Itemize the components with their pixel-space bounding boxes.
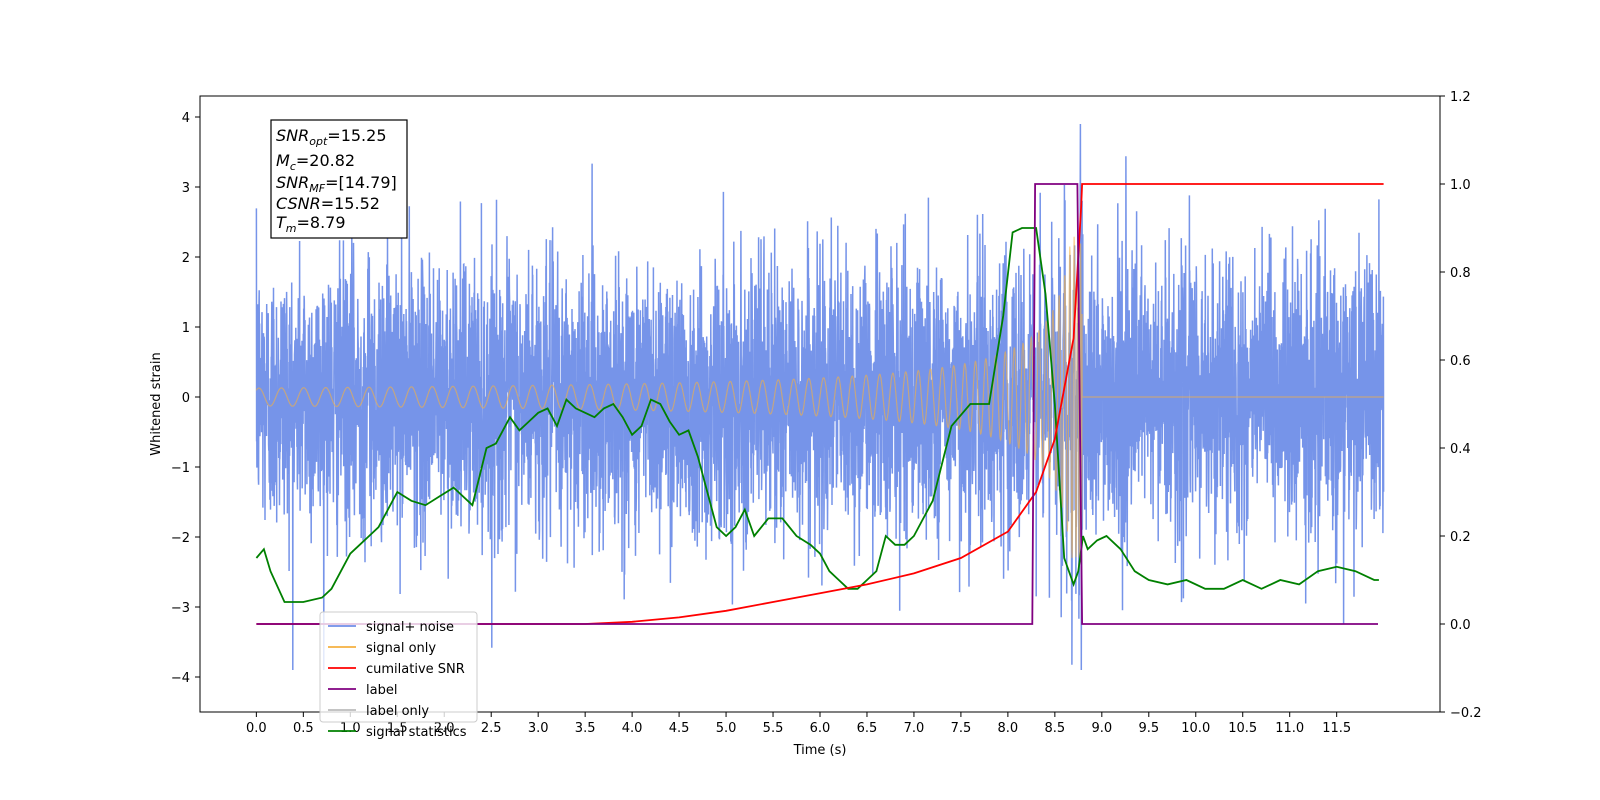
x-tick-label: 0.5 (293, 721, 314, 736)
x-tick-label: 5.0 (716, 721, 737, 736)
series-signal-only (255, 236, 1384, 559)
y-axis-left: 4 3 2 1 0 −1 −2 −3 −4 (171, 111, 200, 686)
y-left-tick-label: −2 (171, 531, 190, 546)
y-left-tick-label: 2 (182, 251, 190, 266)
x-tick-label: 10.5 (1228, 721, 1257, 736)
x-tick-label: 9.0 (1091, 721, 1112, 736)
y-right-tick-label: 0.4 (1450, 442, 1471, 457)
y-right-tick-label: 0.8 (1450, 266, 1471, 281)
x-tick-label: 3.0 (528, 721, 549, 736)
legend-item-label: signal only (366, 641, 436, 656)
annot-csnr: CSNR=15.52 (276, 194, 380, 213)
x-tick-label: 2.0 (434, 721, 455, 736)
y-right-tick-label: 0.0 (1450, 618, 1471, 633)
series-signal-statistics (255, 227, 1379, 603)
y-right-tick-label: 0.6 (1450, 354, 1471, 369)
y-axis-right: 1.2 1.0 0.8 0.6 0.4 0.2 0.0 −0.2 (1440, 90, 1482, 721)
legend-item-label: label only (366, 704, 429, 719)
plot-area (255, 123, 1385, 671)
x-tick-label: 4.5 (669, 721, 690, 736)
x-tick-label: 7.0 (904, 721, 925, 736)
y-left-tick-label: 0 (182, 391, 190, 406)
y-left-tick-label: −1 (171, 461, 190, 476)
y-right-tick-label: 0.2 (1450, 530, 1471, 545)
x-tick-label: 7.5 (951, 721, 972, 736)
y-right-tick-label: 1.0 (1450, 178, 1471, 193)
annotation-box: SNRopt=15.25 Mc=20.82 SNRMF=[14.79] CSNR… (270, 119, 408, 239)
y-right-tick-label: −0.2 (1450, 706, 1482, 721)
x-tick-label: 3.5 (575, 721, 596, 736)
series-cumulative-snr (256, 183, 1384, 625)
y-left-tick-label: −4 (171, 671, 190, 686)
x-tick-label: 5.5 (763, 721, 784, 736)
legend: signal+ noise signal only cumilative SNR la… (319, 611, 478, 740)
legend-item-label: cumilative SNR (366, 662, 465, 677)
annot-snr-opt: SNRopt=15.25 (276, 126, 387, 148)
series-label (256, 183, 1378, 625)
y-left-tick-label: 4 (182, 111, 190, 126)
x-tick-label: 1.5 (387, 721, 408, 736)
x-tick-label: 0.0 (246, 721, 267, 736)
y-right-tick-label: 1.2 (1450, 90, 1471, 105)
legend-item-label: label (366, 683, 397, 698)
annot-snr-mf: SNRMF=[14.79] (276, 173, 397, 195)
x-tick-label: 1.0 (340, 721, 361, 736)
y-left-tick-label: −3 (171, 601, 190, 616)
legend-item-label: signal statistics (366, 725, 467, 740)
x-axis-label: Time (s) (793, 743, 847, 758)
x-tick-label: 2.5 (481, 721, 502, 736)
y-left-tick-label: 3 (182, 181, 190, 196)
x-tick-label: 4.0 (622, 721, 643, 736)
x-tick-label: 8.5 (1045, 721, 1066, 736)
x-tick-label: 11.5 (1322, 721, 1351, 736)
series-signal-noise (255, 123, 1385, 671)
legend-item-label: signal+ noise (366, 620, 454, 635)
y-left-tick-label: 1 (182, 321, 190, 336)
x-tick-label: 10.0 (1181, 721, 1210, 736)
x-tick-label: 11.0 (1275, 721, 1304, 736)
annot-mc: Mc=20.82 (276, 151, 355, 173)
x-tick-label: 6.5 (857, 721, 878, 736)
x-tick-label: 9.5 (1138, 721, 1159, 736)
annot-tm: Tm=8.79 (276, 213, 346, 235)
x-tick-label: 8.0 (998, 721, 1019, 736)
y-axis-label: Whitened strain (149, 352, 164, 455)
x-tick-label: 6.0 (810, 721, 831, 736)
x-axis: 0.0 0.5 1.0 1.5 2.0 2.5 3.0 3.5 4.0 4.5 5.0 5.5 6.0 6… (246, 712, 1351, 736)
